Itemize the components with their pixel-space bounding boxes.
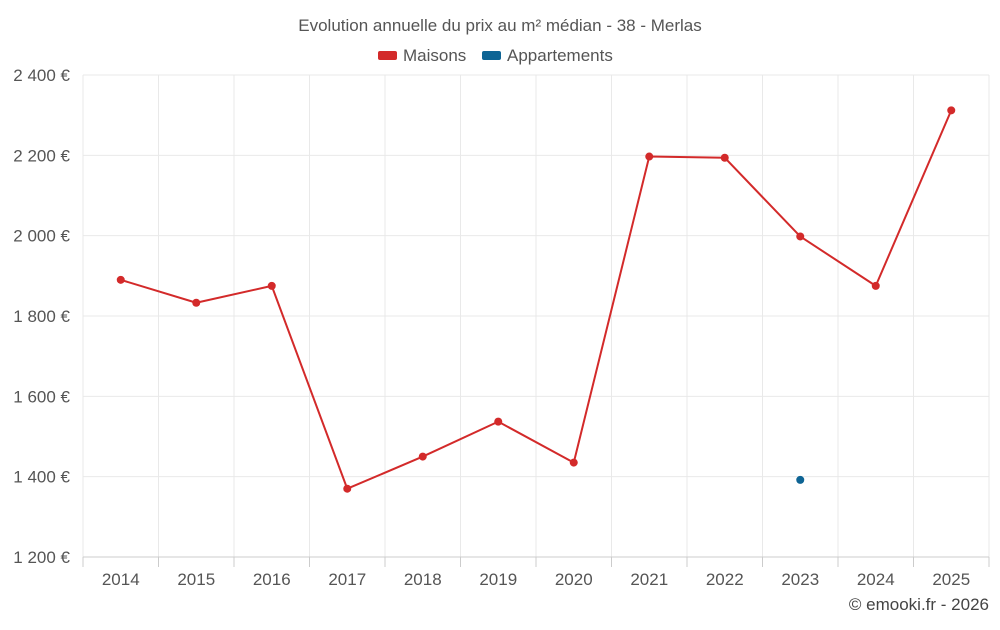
legend: Maisons Appartements: [378, 46, 613, 65]
legend-label: Maisons: [403, 46, 466, 65]
legend-item[interactable]: Appartements: [482, 46, 613, 65]
legend-swatch: [482, 51, 501, 60]
x-tick-label: 2017: [328, 570, 366, 589]
chart-title: Evolution annuelle du prix au m² médian …: [298, 16, 701, 35]
data-point[interactable]: [418, 452, 427, 461]
data-point[interactable]: [871, 281, 880, 290]
credit-text: © emooki.fr - 2026: [849, 595, 989, 614]
data-point[interactable]: [796, 232, 805, 241]
data-point[interactable]: [569, 458, 578, 467]
series-appartements: [796, 475, 805, 484]
data-point[interactable]: [116, 275, 125, 284]
data-point[interactable]: [796, 475, 805, 484]
x-tick-label: 2016: [253, 570, 291, 589]
x-tick-label: 2025: [932, 570, 970, 589]
data-point[interactable]: [192, 298, 201, 307]
data-point[interactable]: [645, 152, 654, 161]
y-tick-label: 1 400 €: [13, 468, 70, 487]
series-maisons: [116, 106, 956, 493]
axes: 1 200 € 1 400 € 1 600 € 1 800 € 2 000 € 2 200…: [13, 66, 990, 589]
data-point[interactable]: [720, 153, 729, 162]
x-tick-label: 2019: [479, 570, 517, 589]
x-tick-label: 2018: [404, 570, 442, 589]
data-point[interactable]: [947, 106, 956, 115]
x-tick-label: 2014: [102, 570, 140, 589]
series: [116, 106, 956, 493]
y-tick-label: 1 200 €: [13, 548, 70, 567]
legend-swatch: [378, 51, 397, 60]
grid: [82, 74, 990, 557]
data-point[interactable]: [267, 281, 276, 290]
legend-item[interactable]: Maisons: [378, 46, 466, 65]
x-tick-label: 2024: [857, 570, 895, 589]
y-tick-label: 2 200 €: [13, 146, 70, 165]
legend-label: Appartements: [507, 46, 613, 65]
x-tick-label: 2023: [781, 570, 819, 589]
series-line: [120, 109, 953, 490]
y-tick-label: 1 800 €: [13, 307, 70, 326]
x-tick-label: 2022: [706, 570, 744, 589]
data-point[interactable]: [343, 484, 352, 493]
y-tick-label: 2 400 €: [13, 66, 70, 85]
y-tick-label: 2 000 €: [13, 227, 70, 246]
y-tick-label: 1 600 €: [13, 387, 70, 406]
data-point[interactable]: [494, 417, 503, 426]
x-tick-label: 2021: [630, 570, 668, 589]
x-tick-label: 2015: [177, 570, 215, 589]
x-tick-label: 2020: [555, 570, 593, 589]
